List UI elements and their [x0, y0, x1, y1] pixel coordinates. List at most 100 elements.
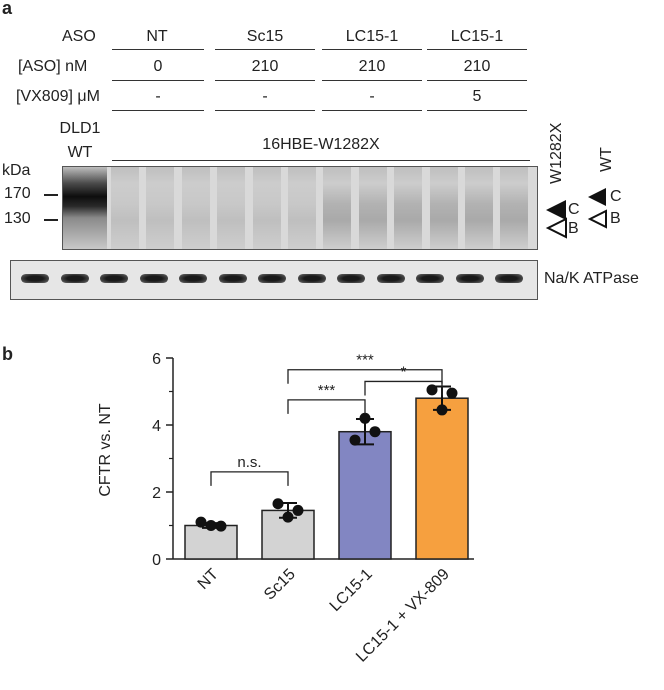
blot-band — [337, 274, 365, 283]
significance-label: *** — [356, 352, 374, 369]
data-point — [282, 511, 294, 523]
group-rule — [427, 49, 527, 50]
significance-label: *** — [318, 382, 336, 399]
band-arrows — [545, 188, 607, 239]
row-label-aso-conc: [ASO] nM — [18, 58, 88, 75]
y-tick-label: 2 — [152, 485, 161, 502]
data-point — [436, 404, 448, 416]
y-tick-label: 4 — [152, 418, 161, 435]
y-tick-label: 0 — [152, 552, 161, 569]
data-point — [369, 426, 381, 438]
blot-band — [100, 274, 128, 283]
significance-bracket — [287, 369, 443, 384]
dld1-label: DLD1 — [59, 120, 101, 137]
group-rule — [112, 80, 204, 81]
blot-lane — [146, 167, 175, 249]
blot-band — [495, 274, 523, 283]
blot-lane — [394, 167, 423, 249]
blot-band — [376, 274, 405, 283]
data-point — [292, 504, 304, 516]
data-point — [359, 412, 371, 424]
y-tick-label: 6 — [152, 351, 161, 368]
group-name: LC15-1 — [345, 28, 399, 45]
marker-130: 130 — [4, 210, 31, 227]
group-rule — [215, 80, 315, 81]
marker-tick — [44, 194, 58, 196]
group-rule — [215, 110, 315, 111]
group-rule — [112, 49, 204, 50]
blot-band — [297, 274, 326, 283]
blot-lane-dld1 — [63, 167, 107, 249]
cftr-western-blot — [62, 166, 538, 250]
na-k-atpase-blot — [10, 260, 538, 300]
blot-lane — [252, 167, 281, 249]
significance-bracket — [287, 399, 366, 414]
group-name: Sc15 — [246, 28, 284, 45]
data-point — [349, 434, 361, 446]
band-b-label: B — [568, 220, 579, 237]
blot-lane — [181, 167, 210, 249]
blot-band — [258, 274, 286, 283]
group-rule — [322, 49, 422, 50]
significance-label: * — [401, 363, 407, 380]
band-c-label: C — [610, 188, 622, 205]
blot-lane — [111, 167, 139, 249]
bar — [338, 430, 392, 560]
blot-lane — [358, 167, 387, 249]
blot-band — [218, 274, 247, 283]
panel-b-letter: b — [2, 344, 13, 364]
col-wt-label: WT — [598, 147, 615, 172]
x-tick-label: NT — [195, 566, 222, 593]
wt-label: WT — [67, 144, 93, 161]
blot-lane — [288, 167, 316, 249]
data-point — [446, 387, 458, 399]
group-rule — [427, 80, 527, 81]
band-c-label: C — [568, 201, 580, 218]
group-aso-conc: 210 — [251, 58, 279, 75]
group-vx809: 5 — [472, 88, 482, 105]
group-vx809: - — [369, 88, 375, 105]
group-aso-conc: 210 — [358, 58, 386, 75]
panel-a-letter: a — [2, 0, 13, 18]
loading-control-label: Na/K ATPase — [544, 270, 639, 287]
group-rule — [322, 110, 422, 111]
group-name: NT — [146, 28, 168, 45]
x-tick-label: LC15-1 — [327, 566, 376, 615]
blot-band — [139, 274, 168, 283]
y-axis-label: CFTR vs. NT — [97, 403, 114, 497]
group-rule — [112, 110, 204, 111]
blot-lane — [429, 167, 458, 249]
group-aso-conc: 0 — [153, 58, 163, 75]
kda-label: kDa — [2, 162, 31, 179]
col-w1282x-label: W1282X — [548, 122, 565, 184]
group-name: LC15-1 — [450, 28, 504, 45]
data-point — [426, 384, 438, 396]
blot-band — [21, 274, 49, 283]
group-rule — [215, 49, 315, 50]
significance-bracket — [210, 471, 289, 486]
x-tick-label: Sc15 — [261, 566, 299, 604]
blot-band — [455, 274, 484, 283]
group-aso-conc: 210 — [463, 58, 491, 75]
cell-line-label: 16HBE-W1282X — [262, 136, 380, 153]
group-rule — [322, 80, 422, 81]
blot-band — [416, 274, 444, 283]
data-point — [195, 516, 207, 528]
cell-line-rule — [112, 160, 530, 161]
blot-band — [179, 274, 207, 283]
band-b-arrow-wt — [587, 209, 607, 229]
significance-label: n.s. — [237, 454, 261, 471]
bar — [415, 397, 469, 560]
band-c-arrow-wt — [588, 188, 606, 206]
row-label-vx809: [VX809] μM — [16, 88, 100, 105]
data-point — [205, 520, 217, 531]
band-c-arrow-w1282x — [546, 200, 566, 220]
marker-tick — [44, 219, 58, 221]
blot-lane — [323, 167, 352, 249]
significance-bracket — [364, 380, 443, 396]
data-point — [215, 520, 227, 532]
marker-170: 170 — [4, 185, 31, 202]
band-b-label: B — [610, 210, 621, 227]
